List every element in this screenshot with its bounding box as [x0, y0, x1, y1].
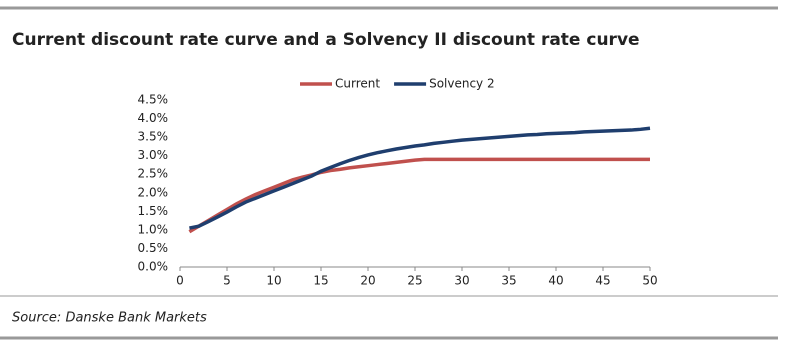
- x-tick-label: 35: [501, 274, 516, 288]
- x-tick-label: 50: [642, 274, 657, 288]
- x-tick-label: 45: [595, 274, 610, 288]
- line-series: [189, 126, 651, 230]
- y-tick-label: 3.5%: [138, 130, 169, 144]
- legend-label: Current: [335, 77, 380, 91]
- x-tick-label: 15: [313, 274, 328, 288]
- y-tick-label: 1.5%: [138, 204, 169, 218]
- line-series: [188, 157, 650, 234]
- y-tick-label: 1.0%: [138, 222, 169, 236]
- y-tick-label: 0.0%: [138, 260, 169, 274]
- y-tick-label: 3.0%: [138, 148, 169, 162]
- x-tick-label: 5: [223, 274, 231, 288]
- legend-label: Solvency 2: [429, 77, 495, 91]
- y-tick-label: 2.5%: [138, 167, 169, 181]
- x-tick-label: 25: [407, 274, 422, 288]
- x-tick-label: 10: [266, 274, 281, 288]
- y-tick-label: 4.5%: [138, 93, 169, 107]
- y-tick-label: 0.5%: [138, 241, 169, 255]
- x-tick-label: 0: [176, 274, 184, 288]
- y-tick-label: 2.0%: [138, 185, 169, 199]
- x-tick-label: 30: [454, 274, 469, 288]
- x-tick-label: 20: [360, 274, 375, 288]
- chart-title: Current discount rate curve and a Solven…: [12, 30, 640, 50]
- source: Source: Danske Bank Markets: [12, 311, 207, 326]
- y-tick-label: 4.0%: [138, 111, 169, 125]
- x-tick-label: 40: [548, 274, 563, 288]
